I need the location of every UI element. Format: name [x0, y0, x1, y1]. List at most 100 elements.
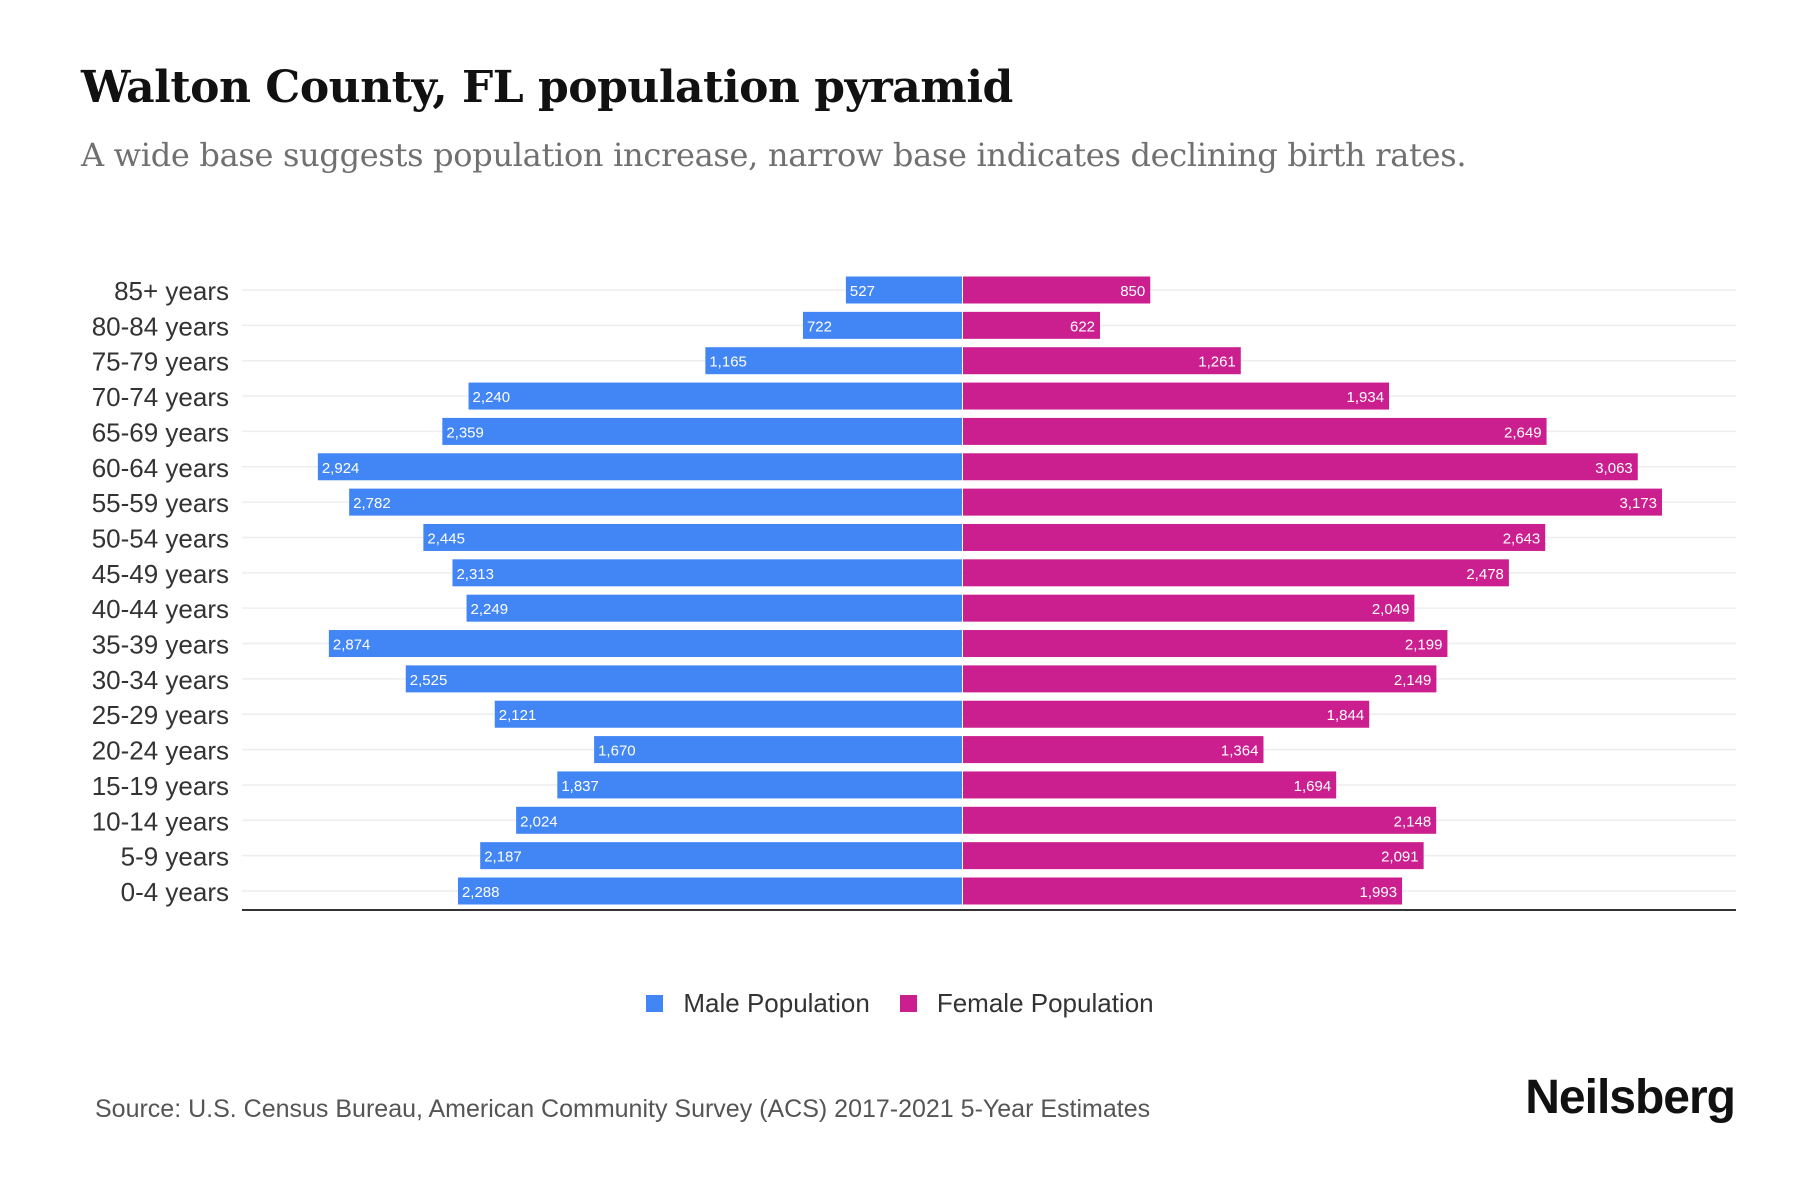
- female-bar: [963, 559, 1509, 587]
- female-data-label: 2,478: [1466, 566, 1504, 583]
- category-label: 0-4 years: [121, 877, 229, 907]
- chart-subtitle: A wide base suggests population increase…: [81, 136, 1467, 174]
- male-data-label: 2,187: [484, 849, 522, 866]
- male-data-label: 2,782: [353, 495, 391, 512]
- category-label: 55-59 years: [92, 488, 229, 518]
- male-bar: [457, 877, 962, 905]
- male-bar: [466, 594, 962, 622]
- legend-label-male: Male Population: [683, 988, 870, 1018]
- male-bar: [317, 453, 962, 481]
- male-bar: [468, 382, 962, 410]
- male-bar: [845, 276, 962, 304]
- female-data-label: 2,149: [1394, 672, 1432, 689]
- legend-item-male[interactable]: Male Population: [646, 988, 870, 1019]
- female-bar: [963, 276, 1151, 304]
- female-data-label: 1,844: [1327, 707, 1365, 724]
- female-bar: [963, 594, 1415, 622]
- female-data-label: 850: [1120, 283, 1145, 300]
- category-label: 5-9 years: [121, 842, 229, 872]
- male-data-label: 2,874: [333, 637, 371, 654]
- category-label: 65-69 years: [92, 417, 229, 447]
- male-data-label: 1,837: [561, 778, 599, 795]
- female-bar: [963, 417, 1547, 445]
- male-bar: [802, 311, 962, 339]
- category-label: 30-34 years: [92, 665, 229, 695]
- brand-logo: Neilsberg: [1525, 1071, 1736, 1124]
- male-bar: [442, 417, 962, 445]
- female-bar: [963, 771, 1337, 799]
- male-data-label: 2,525: [410, 672, 448, 689]
- male-data-label: 2,121: [499, 707, 537, 724]
- legend-label-female: Female Population: [936, 988, 1154, 1018]
- male-bar: [594, 736, 962, 764]
- male-bar: [423, 523, 962, 551]
- female-data-label: 622: [1070, 318, 1095, 335]
- female-data-label: 3,063: [1595, 460, 1633, 477]
- male-data-label: 1,670: [598, 743, 636, 760]
- chart-title: Walton County, FL population pyramid: [81, 62, 1013, 113]
- category-label: 85+ years: [114, 276, 229, 306]
- male-bar: [405, 665, 963, 693]
- female-data-label: 1,364: [1221, 743, 1259, 760]
- male-bar: [349, 488, 962, 516]
- source-note: Source: U.S. Census Bureau, American Com…: [95, 1095, 1151, 1123]
- female-data-label: 1,694: [1294, 778, 1332, 795]
- category-label: 15-19 years: [92, 771, 229, 801]
- female-bar: [963, 842, 1424, 870]
- male-data-label: 2,359: [446, 424, 484, 441]
- legend: Male Population Female Population: [0, 988, 1800, 1019]
- female-bar: [963, 453, 1638, 481]
- female-data-label: 1,993: [1360, 884, 1398, 901]
- category-label: 35-39 years: [92, 630, 229, 660]
- male-bar: [705, 347, 962, 375]
- female-data-label: 2,049: [1372, 601, 1410, 618]
- male-data-label: 2,924: [322, 460, 360, 477]
- male-bar: [480, 842, 962, 870]
- category-label: 45-49 years: [92, 559, 229, 589]
- category-label: 60-64 years: [92, 453, 229, 483]
- category-label: 50-54 years: [92, 523, 229, 553]
- male-data-label: 2,024: [520, 813, 558, 830]
- female-bar: [963, 523, 1546, 551]
- male-data-label: 2,313: [456, 566, 494, 583]
- female-bar: [963, 347, 1241, 375]
- male-data-label: 722: [807, 318, 832, 335]
- male-swatch-icon: [646, 995, 664, 1012]
- category-label: 75-79 years: [92, 347, 229, 377]
- female-bar: [963, 311, 1101, 339]
- male-data-label: 1,165: [709, 354, 747, 371]
- category-label: 80-84 years: [92, 311, 229, 341]
- female-bar: [963, 630, 1448, 658]
- female-data-label: 1,261: [1198, 354, 1236, 371]
- male-bar: [516, 806, 962, 834]
- female-data-label: 1,934: [1347, 389, 1385, 406]
- female-bar: [963, 877, 1403, 905]
- male-bar: [328, 630, 962, 658]
- male-data-label: 2,249: [471, 601, 509, 618]
- female-bar: [963, 736, 1264, 764]
- male-data-label: 2,445: [427, 530, 465, 547]
- category-label: 20-24 years: [92, 736, 229, 766]
- category-label: 70-74 years: [92, 382, 229, 412]
- female-bar: [963, 700, 1370, 728]
- female-bar: [963, 806, 1437, 834]
- category-label: 10-14 years: [92, 806, 229, 836]
- female-data-label: 2,649: [1504, 424, 1542, 441]
- female-bar: [963, 665, 1437, 693]
- female-data-label: 3,173: [1619, 495, 1657, 512]
- category-label: 25-29 years: [92, 700, 229, 730]
- male-data-label: 527: [850, 283, 875, 300]
- male-bar: [494, 700, 962, 728]
- legend-item-female[interactable]: Female Population: [899, 988, 1154, 1019]
- male-data-label: 2,240: [473, 389, 511, 406]
- female-bar: [963, 382, 1390, 410]
- male-bar: [452, 559, 962, 587]
- female-data-label: 2,199: [1405, 637, 1443, 654]
- female-data-label: 2,643: [1503, 530, 1541, 547]
- category-label: 40-44 years: [92, 594, 229, 624]
- female-bar: [963, 488, 1662, 516]
- male-bar: [557, 771, 962, 799]
- male-data-label: 2,288: [462, 884, 500, 901]
- female-data-label: 2,148: [1394, 813, 1432, 830]
